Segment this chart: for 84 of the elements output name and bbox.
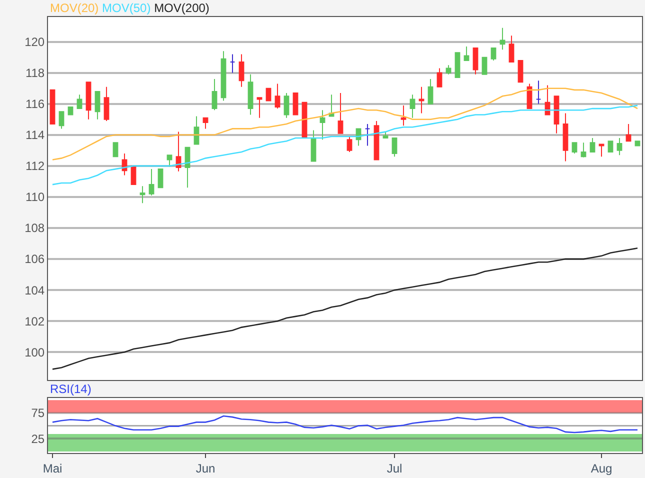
candlestick bbox=[248, 74, 254, 116]
candlestick bbox=[266, 88, 272, 102]
candlestick bbox=[364, 124, 370, 146]
candlestick bbox=[382, 131, 388, 139]
candlestick bbox=[410, 94, 416, 118]
chart-title: RSI(14) bbox=[50, 382, 92, 396]
candlestick bbox=[346, 136, 352, 152]
candlestick bbox=[194, 116, 200, 145]
y-tick-label: 25 bbox=[31, 432, 45, 446]
y-tick-label: 114 bbox=[25, 128, 45, 142]
x-tick-label: Mai bbox=[42, 461, 62, 476]
candlestick bbox=[86, 82, 92, 120]
candlestick bbox=[158, 168, 164, 188]
candlestick bbox=[608, 140, 614, 152]
candlestick bbox=[562, 112, 568, 162]
x-tick-label: Jul bbox=[386, 461, 402, 476]
line-series bbox=[52, 415, 638, 434]
candlestick bbox=[436, 68, 442, 88]
candlestick bbox=[634, 140, 640, 146]
candlestick bbox=[482, 56, 488, 75]
y-tick-label: 106 bbox=[24, 252, 45, 266]
candlestick bbox=[320, 110, 326, 140]
y-tick-label: 112 bbox=[25, 159, 45, 174]
line-series bbox=[52, 248, 638, 370]
candlestick bbox=[230, 54, 236, 74]
y-tick-label: 108 bbox=[24, 221, 45, 236]
line-series bbox=[52, 104, 638, 186]
candlestick bbox=[428, 78, 434, 104]
candlestick bbox=[490, 48, 496, 61]
candlestick bbox=[202, 117, 208, 130]
candlestick bbox=[446, 64, 452, 75]
candlestick bbox=[184, 146, 190, 188]
candlestick bbox=[104, 86, 110, 122]
text: MOV(20) bbox=[50, 1, 99, 15]
candlestick bbox=[598, 144, 604, 158]
candlestick bbox=[518, 60, 524, 83]
candlestick bbox=[94, 90, 100, 120]
candlestick bbox=[626, 124, 632, 142]
y-tick-label: 75 bbox=[31, 406, 45, 420]
candlestick bbox=[392, 138, 398, 158]
candlestick bbox=[50, 89, 56, 125]
y-tick-label: 102 bbox=[24, 314, 45, 328]
candlestick bbox=[400, 104, 406, 126]
candlestick bbox=[176, 131, 182, 172]
candlestick bbox=[310, 130, 316, 162]
candlestick bbox=[500, 27, 506, 50]
candlestick bbox=[454, 52, 460, 78]
candlestick bbox=[616, 138, 622, 156]
x-tick-label: Aug bbox=[590, 461, 612, 476]
text: MOV(50) bbox=[102, 1, 151, 15]
line-series bbox=[52, 88, 638, 160]
y-tick-label: 116 bbox=[25, 97, 45, 112]
candlestick bbox=[212, 78, 218, 111]
candlestick bbox=[292, 92, 298, 116]
candlestick bbox=[256, 97, 262, 118]
text: MOV(200) bbox=[154, 1, 210, 15]
y-tick-label: 104 bbox=[24, 283, 45, 298]
candlestick bbox=[148, 168, 154, 196]
candlestick bbox=[58, 111, 64, 130]
candlestick bbox=[166, 154, 172, 168]
candlestick bbox=[140, 186, 146, 204]
candlestick bbox=[274, 83, 280, 110]
candlestick bbox=[220, 50, 226, 102]
candlestick bbox=[554, 96, 560, 134]
y-tick-label: 120 bbox=[24, 35, 45, 50]
candlestick bbox=[464, 46, 470, 61]
candlestick bbox=[112, 142, 118, 158]
y-tick-label: 118 bbox=[25, 66, 45, 80]
candlestick bbox=[508, 35, 514, 62]
candlestick bbox=[590, 138, 596, 152]
candlestick bbox=[418, 86, 424, 114]
candlestick bbox=[580, 142, 586, 158]
y-tick-label: 110 bbox=[25, 190, 45, 204]
candlestick bbox=[284, 92, 290, 118]
candlestick bbox=[572, 142, 578, 154]
candlestick bbox=[544, 84, 550, 116]
candlestick bbox=[338, 92, 344, 134]
candlestick bbox=[68, 106, 74, 116]
candlestick bbox=[76, 94, 82, 110]
y-tick-label: 100 bbox=[24, 345, 45, 360]
x-tick-label: Jun bbox=[196, 461, 216, 476]
candlestick bbox=[536, 80, 542, 104]
candlestick bbox=[238, 54, 244, 88]
candlestick bbox=[472, 48, 478, 75]
